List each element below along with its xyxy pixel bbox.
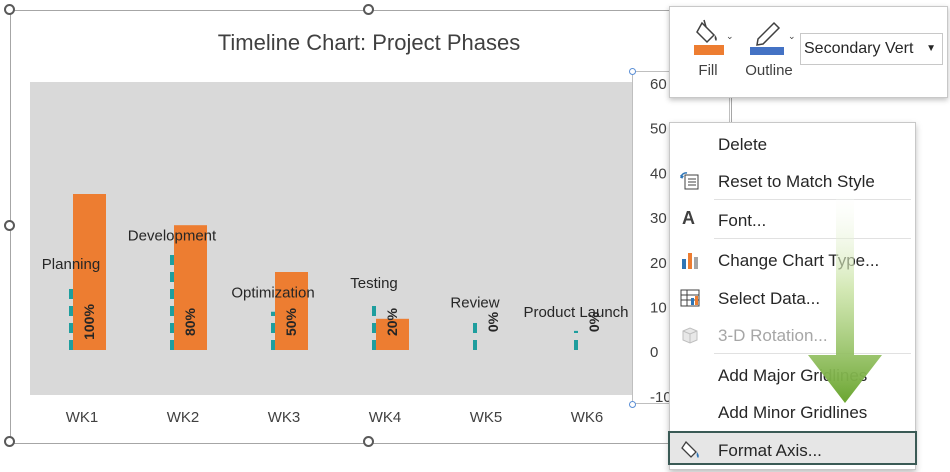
phase-label: Planning <box>42 256 100 273</box>
format-axis-icon <box>681 440 699 458</box>
chart-type-icon <box>682 253 698 269</box>
pen-outline-icon <box>750 21 784 55</box>
category-label: WK5 <box>470 409 503 426</box>
chart-element-selected: Secondary Vert <box>804 40 914 57</box>
fill-button[interactable]: ⌄ Fill <box>680 13 736 89</box>
secondary-axis-tick-label: 50 <box>650 121 667 138</box>
resize-handle-top-left[interactable] <box>4 4 15 15</box>
phase-label: Product Launch <box>523 304 628 321</box>
menu-item-reset-to-match-style[interactable]: Reset to Match Style <box>670 164 915 198</box>
outline-label: Outline <box>745 62 793 79</box>
secondary-axis-tick-label: 20 <box>650 255 667 272</box>
plot-area[interactable] <box>30 82 632 395</box>
menu-separator <box>714 238 911 239</box>
menu-item-add-minor-gridlines[interactable]: Add Minor Gridlines <box>718 403 868 422</box>
phase-label: Optimization <box>231 285 314 302</box>
chevron-down-icon: ▼ <box>926 43 936 54</box>
menu-separator <box>714 353 911 354</box>
secondary-axis-tick-label: 0 <box>650 344 658 361</box>
axis-handle-top[interactable] <box>629 68 636 75</box>
context-menu: Delete Reset to Match Style A Font... Ch… <box>668 122 917 470</box>
chart-title[interactable]: Timeline Chart: Project Phases <box>217 30 521 55</box>
category-label: WK6 <box>571 409 604 426</box>
fill-dropdown-icon[interactable]: ⌄ <box>726 31 734 41</box>
chart-element-select[interactable]: Secondary Vert ▼ <box>800 33 943 65</box>
resize-handle-top[interactable] <box>363 4 374 15</box>
resize-handle-bottom[interactable] <box>363 436 374 447</box>
paint-bucket-icon <box>694 19 724 55</box>
category-label: WK1 <box>66 409 99 426</box>
phase-label: Review <box>450 294 499 311</box>
category-label: WK2 <box>167 409 200 426</box>
resize-handle-bottom-left[interactable] <box>4 436 15 447</box>
data-label: 100% <box>81 304 97 340</box>
select-data-icon <box>680 289 700 307</box>
data-label: 0% <box>485 311 501 332</box>
axis-handle-bottom[interactable] <box>629 401 636 408</box>
category-label: WK4 <box>369 409 402 426</box>
menu-item-format-axis[interactable]: Format Axis... <box>668 431 917 465</box>
data-label: 0% <box>586 311 602 332</box>
mini-toolbar: ⌄ Fill ⌄ Outline Secondary Vert ▼ <box>669 6 948 98</box>
rotation-3d-icon <box>682 327 698 344</box>
secondary-axis-tick-label: 30 <box>650 210 667 227</box>
category-label: WK3 <box>268 409 301 426</box>
secondary-axis-tick-label: -10 <box>650 389 672 406</box>
bar-wk4 <box>376 318 409 350</box>
annotation-arrow-icon <box>808 195 882 403</box>
phase-label: Development <box>128 227 217 244</box>
outline-dropdown-icon[interactable]: ⌄ <box>788 31 796 41</box>
reset-style-icon <box>680 172 699 190</box>
resize-handle-left[interactable] <box>4 220 15 231</box>
menu-item-delete[interactable]: Delete <box>718 135 768 154</box>
secondary-axis-tick-label: 10 <box>650 300 667 317</box>
outline-button[interactable]: ⌄ Outline <box>738 13 800 89</box>
menu-item-3d-rotation[interactable]: 3-D Rotation... <box>670 318 915 352</box>
secondary-axis-tick-label: 40 <box>650 165 667 182</box>
phase-label: Testing <box>350 275 398 292</box>
menu-item-select-data[interactable]: Select Data... <box>670 281 915 315</box>
font-icon: A <box>682 208 695 228</box>
secondary-axis-tick-label: 60 <box>650 76 667 93</box>
menu-item-font[interactable]: A Font... <box>682 208 767 230</box>
data-label: 80% <box>182 307 198 336</box>
data-label: 20% <box>384 307 400 336</box>
fill-label: Fill <box>698 62 718 79</box>
bar-wk3 <box>275 272 308 350</box>
bar-wk2 <box>174 225 207 350</box>
menu-separator <box>714 199 911 200</box>
bar-wk1 <box>73 194 106 350</box>
data-label: 50% <box>283 307 299 336</box>
